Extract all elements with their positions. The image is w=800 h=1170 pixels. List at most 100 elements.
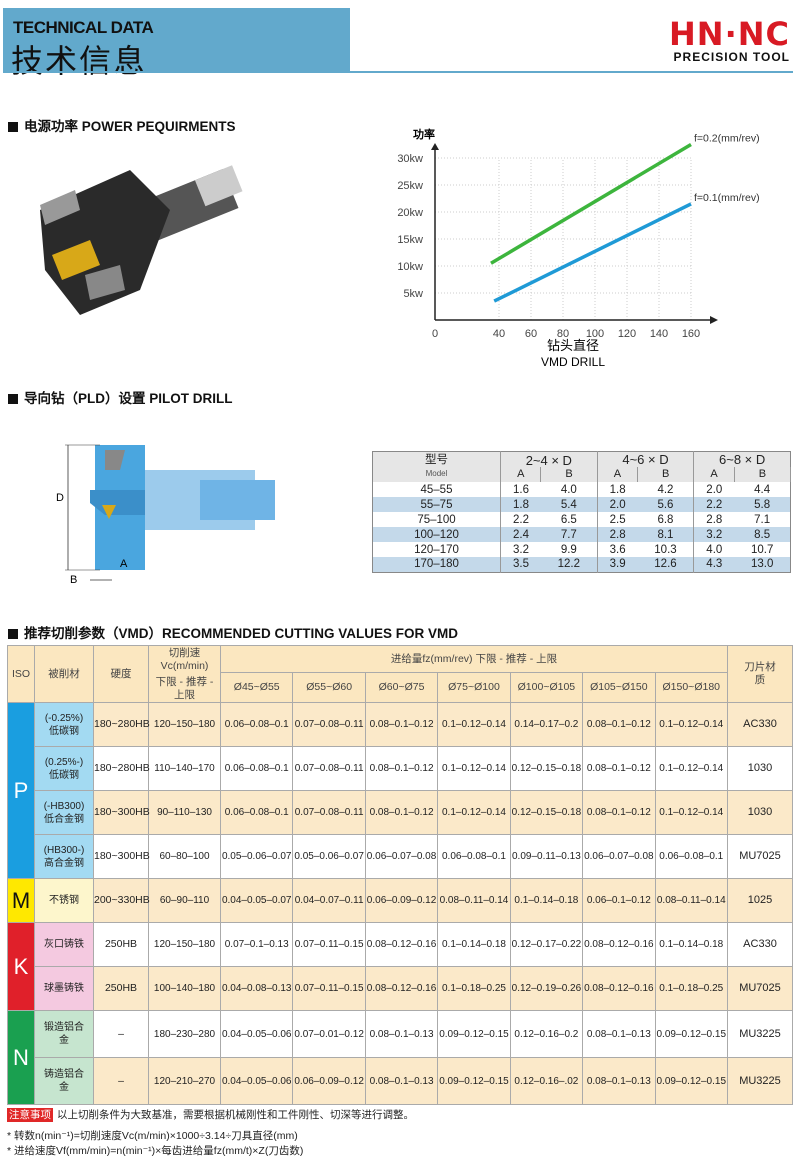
value-cell: 12.6	[637, 557, 695, 572]
model-cell: 45–55	[372, 482, 501, 497]
hardness-cell: –	[93, 1057, 149, 1105]
material-cell: (0.25%-) 低碳钢	[34, 746, 94, 791]
fz-cell: 0.14–0.17–0.2	[509, 702, 584, 747]
value-cell: 6.5	[540, 512, 598, 527]
col-group-1: 2~4 × D	[500, 451, 598, 467]
value-cell: 2.0	[706, 483, 723, 496]
blade-cell: 1025	[727, 878, 793, 923]
vc-cell: 90–110–130	[148, 790, 221, 835]
value-cell: 3.2	[512, 543, 529, 556]
hardness-cell: 200~330HB	[93, 878, 150, 923]
col-hardness: 硬度	[93, 645, 149, 703]
x-tick-label: 160	[682, 328, 700, 340]
value-cell: 3.9	[597, 557, 638, 572]
col-a: A	[500, 467, 542, 482]
value-cell: 7.7	[540, 527, 598, 542]
brand-logo: HN·NC PRECISION TOOL	[669, 18, 790, 64]
fz-cell: 0.09–0.12–0.15	[437, 1010, 511, 1058]
fz-cell: 0.1–0.18–0.25	[437, 966, 511, 1011]
table-row: 170–180 3.5 12.2 3.9 12.6 4.3 13.0	[372, 557, 791, 572]
value-cell: 7.1	[754, 513, 771, 526]
y-tick-label: 10kw	[397, 261, 423, 273]
hardness-cell: 250HB	[93, 922, 149, 967]
hardness-cell: –	[93, 1010, 149, 1058]
x-tick-label: 40	[493, 328, 505, 340]
fz-cell: 0.08–0.1–0.12	[582, 790, 656, 835]
table-row: N 锻造铝合金 –180–230–280 0.04–0.05–0.06 0.07–0.0…	[7, 1010, 793, 1105]
fz-cell: 0.1–0.14–0.18	[654, 922, 729, 967]
value-cell: 2.5	[609, 513, 626, 526]
blade-cell: MU7025	[727, 834, 793, 879]
iso-badge-P: P	[7, 702, 35, 879]
y-tick-label: 15kw	[397, 234, 423, 246]
section-power-title: 电源功率 POWER PEQUIRMENTS	[8, 115, 236, 135]
value-cell: 2.0	[597, 497, 638, 512]
vc-cell: 110–140–170	[148, 746, 221, 791]
fz-cell: 0.1–0.12–0.14	[437, 702, 511, 747]
fz-cell: 0.1–0.12–0.14	[654, 746, 729, 791]
fz-cell: 0.07–0.11–0.15	[292, 922, 366, 967]
fz-cell: 0.08–0.12–0.16	[364, 966, 439, 1011]
header-divider	[3, 71, 793, 73]
x-tick-label: 120	[618, 328, 636, 340]
hardness-cell: 180~300HB	[93, 790, 150, 835]
fz-cell: 0.08–0.12–0.16	[582, 922, 656, 967]
col-diameter: Ø150~Ø180	[654, 672, 729, 703]
material-cell: (-0.25%) 低碳钢	[34, 702, 94, 747]
fz-cell: 0.08–0.1–0.12	[364, 702, 439, 747]
x-tick-label: 140	[650, 328, 668, 340]
material-cell: 锻造铝合金	[34, 1010, 94, 1058]
x-tick-label: 0	[432, 328, 438, 340]
fz-cell: 0.04–0.08–0.13	[219, 966, 294, 1011]
series-line-f02	[490, 142, 692, 265]
value-cell: 1.8	[500, 497, 541, 512]
value-cell: 1.8	[609, 483, 626, 496]
value-cell: 8.5	[734, 527, 791, 542]
fz-cell: 0.08–0.1–0.13	[364, 1010, 439, 1058]
hardness-cell: 180~300HB	[93, 834, 150, 879]
series-line-f01	[493, 202, 692, 303]
y-axis-arrow	[431, 143, 439, 150]
blade-cell: MU3225	[727, 1010, 793, 1058]
section-cutting-title: 推荐切削参数（VMD）RECOMMENDED CUTTING VALUES FO…	[8, 622, 458, 642]
fz-cell: 0.12–0.16–.02	[509, 1057, 584, 1105]
fz-cell: 0.06–0.07–0.08	[582, 834, 656, 879]
value-cell: 4.0	[540, 482, 598, 497]
fz-cell: 0.04–0.05–0.06	[219, 1057, 294, 1105]
fz-cell: 0.05–0.06–0.07	[219, 834, 294, 879]
value-cell: 6.8	[637, 512, 695, 527]
fz-cell: 0.08–0.1–0.13	[582, 1010, 656, 1058]
value-cell: 2.4	[500, 527, 541, 542]
fz-cell: 0.06–0.08–0.1	[437, 834, 511, 879]
fz-cell: 0.09–0.11–0.13	[509, 834, 584, 879]
fz-cell: 0.07–0.01–0.12	[292, 1010, 366, 1058]
col-fz: 进给量fz(mm/rev) 下限 - 推荐 - 上限	[220, 645, 728, 673]
material-cell: 球墨铸铁	[34, 966, 94, 1011]
vc-cell: 120–150–180	[148, 702, 221, 747]
label-d: D	[56, 492, 64, 504]
x-tick-label: 80	[557, 328, 569, 340]
iso-badge-N: N	[7, 1010, 35, 1105]
fz-cell: 0.08–0.11–0.14	[437, 878, 511, 923]
fz-cell: 0.1–0.12–0.14	[654, 790, 729, 835]
pilot-drill-diagram: D B A	[56, 444, 275, 586]
fz-cell: 0.06–0.07–0.08	[364, 834, 439, 879]
blade-cell: AC330	[727, 922, 793, 967]
table-row: 球墨铸铁 250HB 100–140–180 0.04–0.08–0.13 0.07–0…	[8, 966, 793, 1011]
col-diameter: Ø105~Ø150	[582, 672, 656, 703]
fz-cell: 0.12–0.19–0.26	[509, 966, 584, 1011]
col-b: B	[540, 467, 598, 482]
col-group-3: 6~8 × D	[693, 451, 791, 467]
fz-cell: 0.06–0.1–0.12	[582, 878, 656, 923]
fz-cell: 0.06–0.09–0.12	[364, 878, 439, 923]
table-row: (HB300-) 高合金钢 180~300HB 60–80–100 0.05–0.06…	[8, 834, 793, 879]
fz-cell: 0.1–0.12–0.14	[437, 746, 511, 791]
material-cell: 不锈钢	[34, 878, 94, 923]
fz-cell: 0.07–0.11–0.15	[292, 966, 366, 1011]
series-label: f=0.1(mm/rev)	[694, 192, 760, 204]
y-tick-label: 30kw	[397, 153, 423, 165]
table-row: 120–170 3.2 9.9 3.6 10.3 4.0 10.7	[372, 542, 791, 557]
model-cell: 170–180	[372, 557, 501, 572]
fz-cell: 0.07–0.08–0.11	[292, 702, 366, 747]
